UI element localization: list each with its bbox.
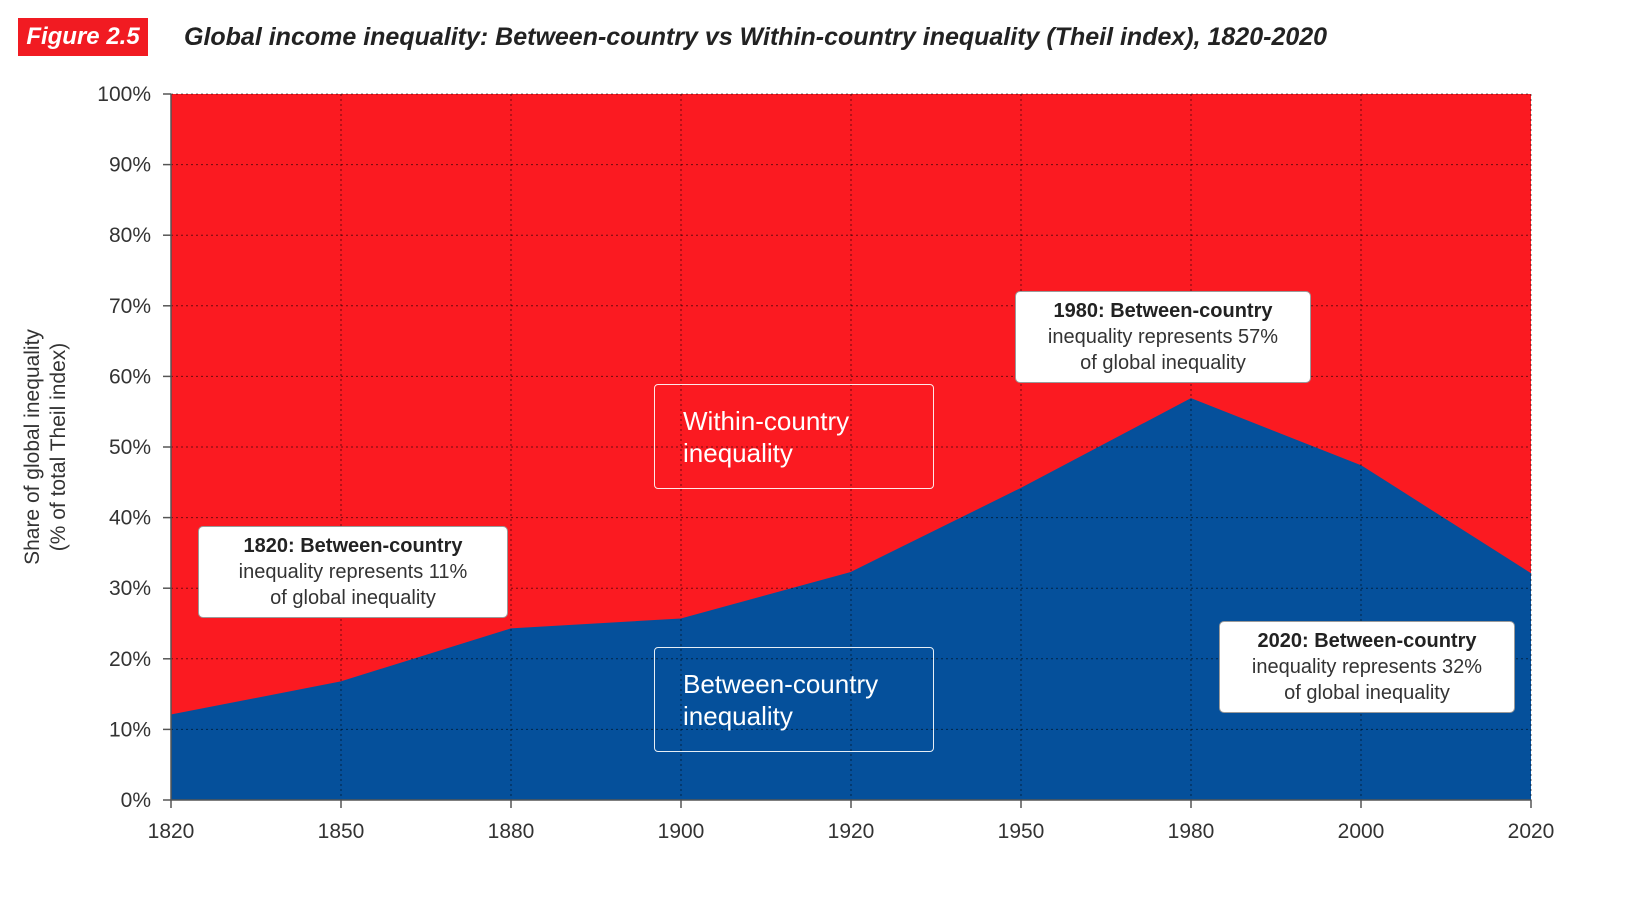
x-tick-label-1900: 1900 xyxy=(658,820,705,843)
y-tick-label-80: 80% xyxy=(109,224,151,247)
annotation-2020: 2020: Between-country inequality represe… xyxy=(1219,621,1515,713)
y-tick-label-0: 0% xyxy=(121,789,151,812)
annotation-2020-line-2: of global inequality xyxy=(1284,682,1450,704)
x-tick-label-1950: 1950 xyxy=(998,820,1045,843)
y-tick-label-90: 90% xyxy=(109,154,151,177)
y-tick-label-50: 50% xyxy=(109,436,151,459)
between-country-region-label: Between-country inequality xyxy=(654,647,934,752)
x-tick-label-1820: 1820 xyxy=(148,820,195,843)
y-tick-label-60: 60% xyxy=(109,365,151,388)
x-tick-label-2000: 2000 xyxy=(1338,820,1385,843)
within-country-region-label: Within-country inequality xyxy=(654,384,934,489)
y-tick-label-20: 20% xyxy=(109,648,151,671)
y-tick-label-10: 10% xyxy=(109,718,151,741)
x-tick-label-1880: 1880 xyxy=(488,820,535,843)
annotation-1820: 1820: Between-country inequality represe… xyxy=(198,526,508,618)
y-tick-label-30: 30% xyxy=(109,577,151,600)
annotation-1820-title: 1820: Between-country xyxy=(243,535,463,557)
annotation-1980-title: 1980: Between-country xyxy=(1053,300,1273,322)
x-tick-label-1980: 1980 xyxy=(1168,820,1215,843)
y-tick-label-100: 100% xyxy=(97,83,151,106)
annotation-1980-line-2: of global inequality xyxy=(1080,352,1246,374)
annotation-1980: 1980: Between-country inequality represe… xyxy=(1015,291,1311,383)
y-tick-label-40: 40% xyxy=(109,507,151,530)
x-tick-label-1920: 1920 xyxy=(828,820,875,843)
annotation-1980-line-1: inequality represents 57% xyxy=(1047,326,1279,348)
x-tick-label-2020: 2020 xyxy=(1508,820,1555,843)
annotation-1820-line-1: inequality represents 11% xyxy=(238,561,468,583)
annotation-2020-title: 2020: Between-country xyxy=(1257,630,1477,652)
between-label-line-1: Between-country xyxy=(683,669,879,699)
y-tick-label-70: 70% xyxy=(109,295,151,318)
within-label-line-1: Within-country xyxy=(683,406,850,436)
between-country-line xyxy=(170,398,1532,717)
annotation-1820-line-2: of global inequality xyxy=(270,587,436,609)
x-tick-label-1850: 1850 xyxy=(318,820,365,843)
figure-badge: Figure 2.5 xyxy=(18,18,148,56)
within-label-line-2: inequality xyxy=(683,438,793,468)
chart-title: Global income inequality: Between-countr… xyxy=(184,23,1328,51)
between-label-line-2: inequality xyxy=(683,701,793,731)
annotation-2020-line-1: inequality represents 32% xyxy=(1251,656,1483,678)
